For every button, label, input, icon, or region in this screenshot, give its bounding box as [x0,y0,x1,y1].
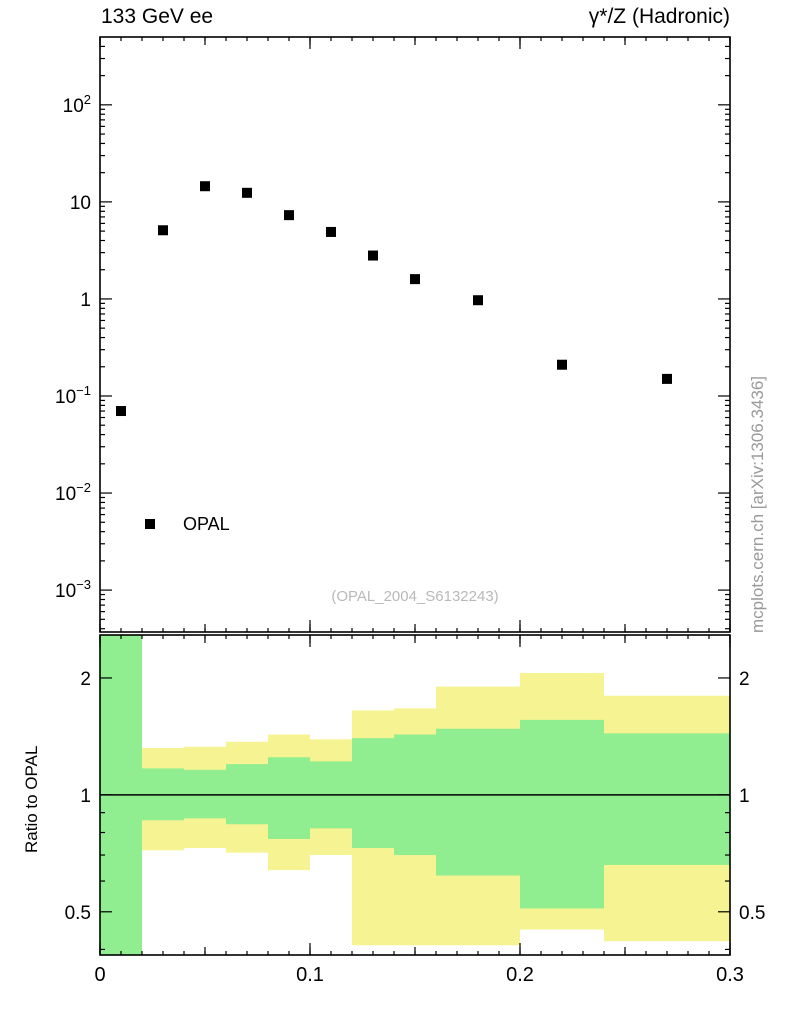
data-marker [662,373,672,384]
data-marker [158,225,168,236]
energy-title: 133 GeV ee [101,5,214,28]
svg-text:2: 2 [80,669,91,690]
band-inner-bin [268,757,310,839]
legend: OPAL [145,513,230,535]
legend-marker-square [145,519,155,529]
svg-text:0: 0 [94,964,105,986]
svg-text:10: 10 [70,193,91,214]
svg-text:0.1: 0.1 [296,964,324,986]
data-marker [284,210,294,221]
axis-ticks [99,37,731,955]
svg-text:102: 102 [63,92,91,117]
svg-text:1: 1 [739,786,750,807]
band-inner-bin [184,769,226,819]
band-inner-bin [604,733,730,865]
band-inner-bin [436,728,520,876]
svg-text:10−3: 10−3 [55,577,91,602]
process-title: γ*/Z (Hadronic) [588,5,730,28]
data-marker [557,359,567,370]
axis-tick-labels: 10−3 10−2 10−1 1 10 102 0.5 0.5 1 1 2 2 0 0.1 0.2 0.3 [55,92,765,986]
svg-text:0.3: 0.3 [716,964,744,986]
svg-text:0.5: 0.5 [65,903,91,924]
ratio-axis-label: Ratio to OPAL [22,745,41,853]
band-inner-bin [520,719,604,909]
svg-text:0.5: 0.5 [739,903,765,924]
main-panel-frame [99,36,731,633]
svg-text:2: 2 [739,669,750,690]
data-marker [116,406,126,417]
svg-text:10−2: 10−2 [55,480,91,505]
svg-text:0.2: 0.2 [506,964,534,986]
data-points [116,181,672,417]
data-marker [200,181,210,192]
data-marker [368,250,378,261]
data-marker [410,274,420,285]
legend-label: OPAL [183,513,230,534]
watermark-text: mcplots.cern.ch [arXiv:1306.3436] [748,375,767,633]
svg-text:1: 1 [80,786,91,807]
data-marker [326,226,336,237]
svg-text:10−1: 10−1 [55,383,91,408]
svg-text:1: 1 [80,290,91,311]
data-marker [473,295,483,306]
analysis-id-label: (OPAL_2004_S6132243) [331,588,499,605]
band-inner-bin [352,738,394,848]
data-marker [242,187,252,198]
